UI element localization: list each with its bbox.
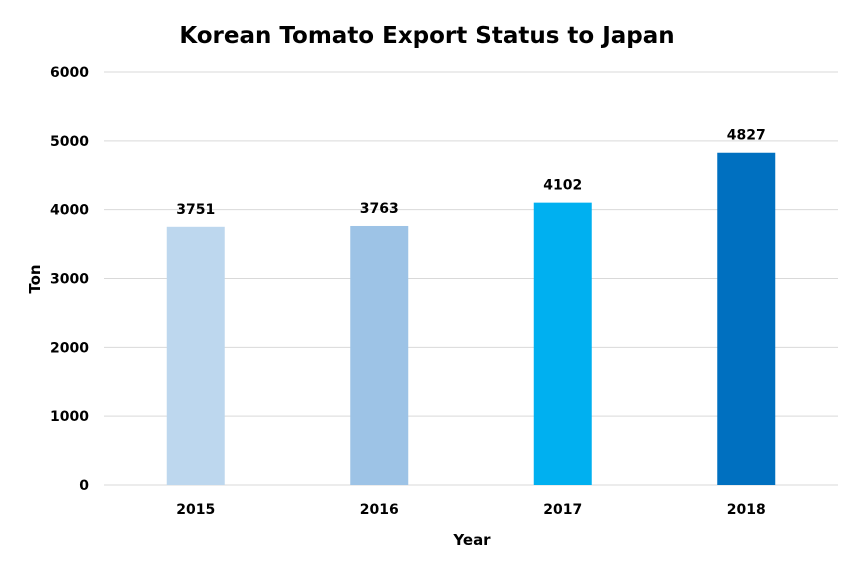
y-tick-label: 2000 (50, 340, 89, 356)
chart-title: Korean Tomato Export Status to Japan (179, 23, 674, 49)
gridlines (104, 71, 838, 486)
bars (166, 152, 776, 486)
data-label: 4827 (727, 128, 766, 144)
y-tick-label: 3000 (50, 272, 89, 288)
y-axis-label: Ton (26, 264, 44, 293)
y-tick-label: 0 (79, 478, 89, 494)
y-tick-label: 1000 (50, 409, 89, 425)
x-axis-ticks: 2015 2016 2017 2018 (176, 502, 765, 518)
x-tick-label: 2018 (727, 502, 766, 518)
y-tick-label: 6000 (50, 65, 89, 81)
y-tick-label: 5000 (50, 134, 89, 150)
bar (717, 152, 776, 485)
data-label: 4102 (543, 178, 582, 194)
x-tick-label: 2016 (360, 502, 399, 518)
x-tick-label: 2017 (543, 502, 582, 518)
y-axis-ticks: 0 1000 2000 3000 4000 5000 6000 (50, 65, 89, 494)
data-label: 3751 (176, 202, 215, 218)
bar (350, 225, 409, 485)
data-label: 3763 (360, 201, 399, 217)
y-tick-label: 4000 (50, 203, 89, 219)
x-tick-label: 2015 (176, 502, 215, 518)
x-axis-label: Year (452, 531, 491, 549)
data-labels: 3751 3763 4102 4827 (176, 128, 765, 218)
bar (533, 202, 592, 485)
bar (166, 226, 225, 486)
